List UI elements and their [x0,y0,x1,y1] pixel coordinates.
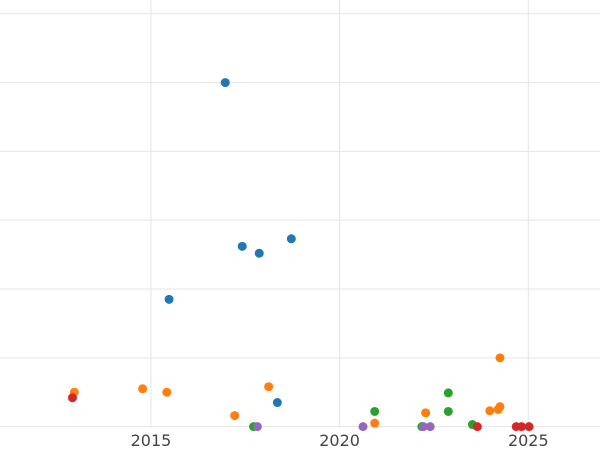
data-point-s3-4 [524,422,534,432]
x-grid-lines [150,0,529,428]
data-point-s4-2 [418,422,428,432]
data-point-s1-4 [264,382,274,392]
data-point-s1-2 [162,387,172,397]
y-grid-lines [0,13,600,428]
data-point-s4-1 [358,422,368,432]
data-point-s2-3 [443,406,453,416]
x-tick-label-2015: 2015 [131,431,172,450]
data-point-s3-3 [517,422,527,432]
data-point-s1-7 [485,406,495,416]
data-point-s3-0 [67,393,77,403]
x-tick-label-2025: 2025 [508,431,549,450]
data-point-s1-1 [138,384,148,394]
data-point-s1-3 [230,411,240,421]
data-point-s2-1 [370,406,380,416]
data-point-s0-4 [286,234,296,244]
data-point-s1-6 [421,408,431,418]
data-point-s2-4 [443,388,453,398]
x-tick-label-2020: 2020 [319,431,360,450]
data-point-s3-1 [472,422,482,432]
data-point-s0-2 [237,241,247,251]
data-point-s1-10 [495,353,505,363]
data-point-s1-9 [495,402,505,412]
data-points [67,78,534,432]
data-point-s0-1 [164,294,174,304]
data-point-s4-0 [252,422,262,432]
data-point-s4-3 [425,422,435,432]
data-point-s0-3 [254,248,264,258]
data-point-s0-5 [272,398,282,408]
x-tick-labels: 2015 2020 2025 [131,431,549,450]
data-point-s0-0 [220,78,230,88]
data-point-s1-5 [370,418,380,428]
